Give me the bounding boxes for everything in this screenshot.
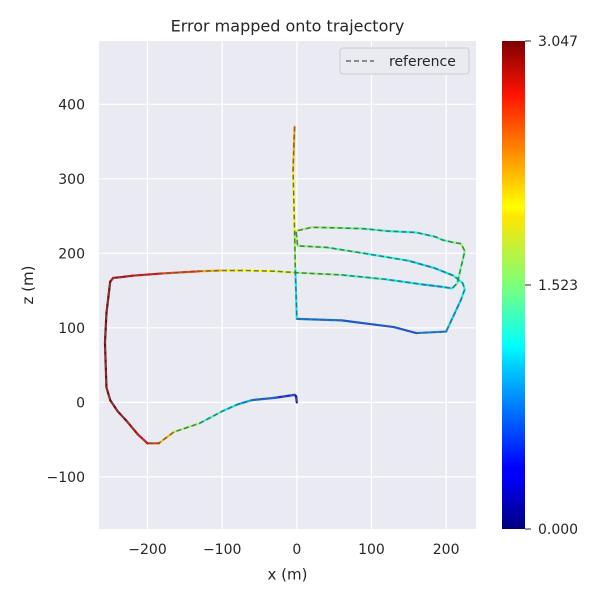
colorbar-label-min: 0.000: [538, 522, 578, 538]
colorbar-label-mid: 1.523: [538, 278, 578, 294]
y-tick-label: 200: [58, 246, 85, 262]
x-tick-label: 200: [433, 542, 460, 558]
trajectory-segment: [392, 325, 418, 335]
x-tick-label: 100: [358, 542, 385, 558]
y-tick-label: −100: [47, 470, 85, 486]
reference-series: [104, 126, 466, 445]
plot-area: [99, 41, 476, 529]
x-tick-label: −100: [203, 542, 241, 558]
legend-box: [339, 47, 470, 75]
x-axis-label: x (m): [268, 566, 308, 584]
colorbar: 3.047 1.523 0.000: [502, 34, 578, 538]
trajectory-segment: [362, 227, 388, 233]
x-axis-ticks: −200 −100 0 100 200: [128, 542, 459, 558]
y-tick-label: 300: [58, 172, 85, 188]
legend-reference-label: reference: [389, 54, 456, 70]
colorbar-gradient: [502, 41, 525, 529]
trajectory-segment: [295, 317, 343, 322]
trajectory-segment: [340, 273, 388, 281]
trajectory-segment: [340, 226, 366, 230]
trajectory-segment: [294, 267, 298, 320]
y-tick-label: 400: [58, 97, 85, 113]
colorbar-label-max: 3.047: [538, 34, 578, 50]
x-tick-label: −200: [128, 542, 166, 558]
legend: reference: [339, 47, 470, 75]
chart-title: Error mapped onto trajectory: [171, 17, 405, 36]
y-tick-label: 100: [58, 321, 85, 337]
y-axis-label: z (m): [19, 266, 37, 305]
y-tick-label: 0: [76, 395, 85, 411]
y-axis-ticks: −100 0 100 200 300 400: [47, 97, 85, 486]
x-tick-label: 0: [292, 542, 301, 558]
